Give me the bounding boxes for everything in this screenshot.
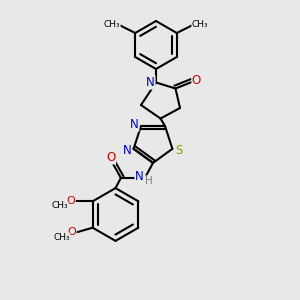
Text: CH₃: CH₃: [192, 20, 208, 29]
Text: N: N: [146, 76, 155, 89]
Text: H: H: [145, 176, 152, 186]
Text: O: O: [106, 151, 116, 164]
Text: O: O: [192, 74, 201, 87]
Text: N: N: [123, 144, 131, 157]
Text: N: N: [130, 118, 139, 131]
Text: N: N: [135, 170, 144, 184]
Text: O: O: [66, 196, 75, 206]
Text: CH₃: CH₃: [103, 20, 120, 29]
Text: O: O: [67, 227, 76, 237]
Text: CH₃: CH₃: [53, 233, 70, 242]
Text: S: S: [175, 144, 183, 157]
Text: CH₃: CH₃: [51, 201, 68, 210]
